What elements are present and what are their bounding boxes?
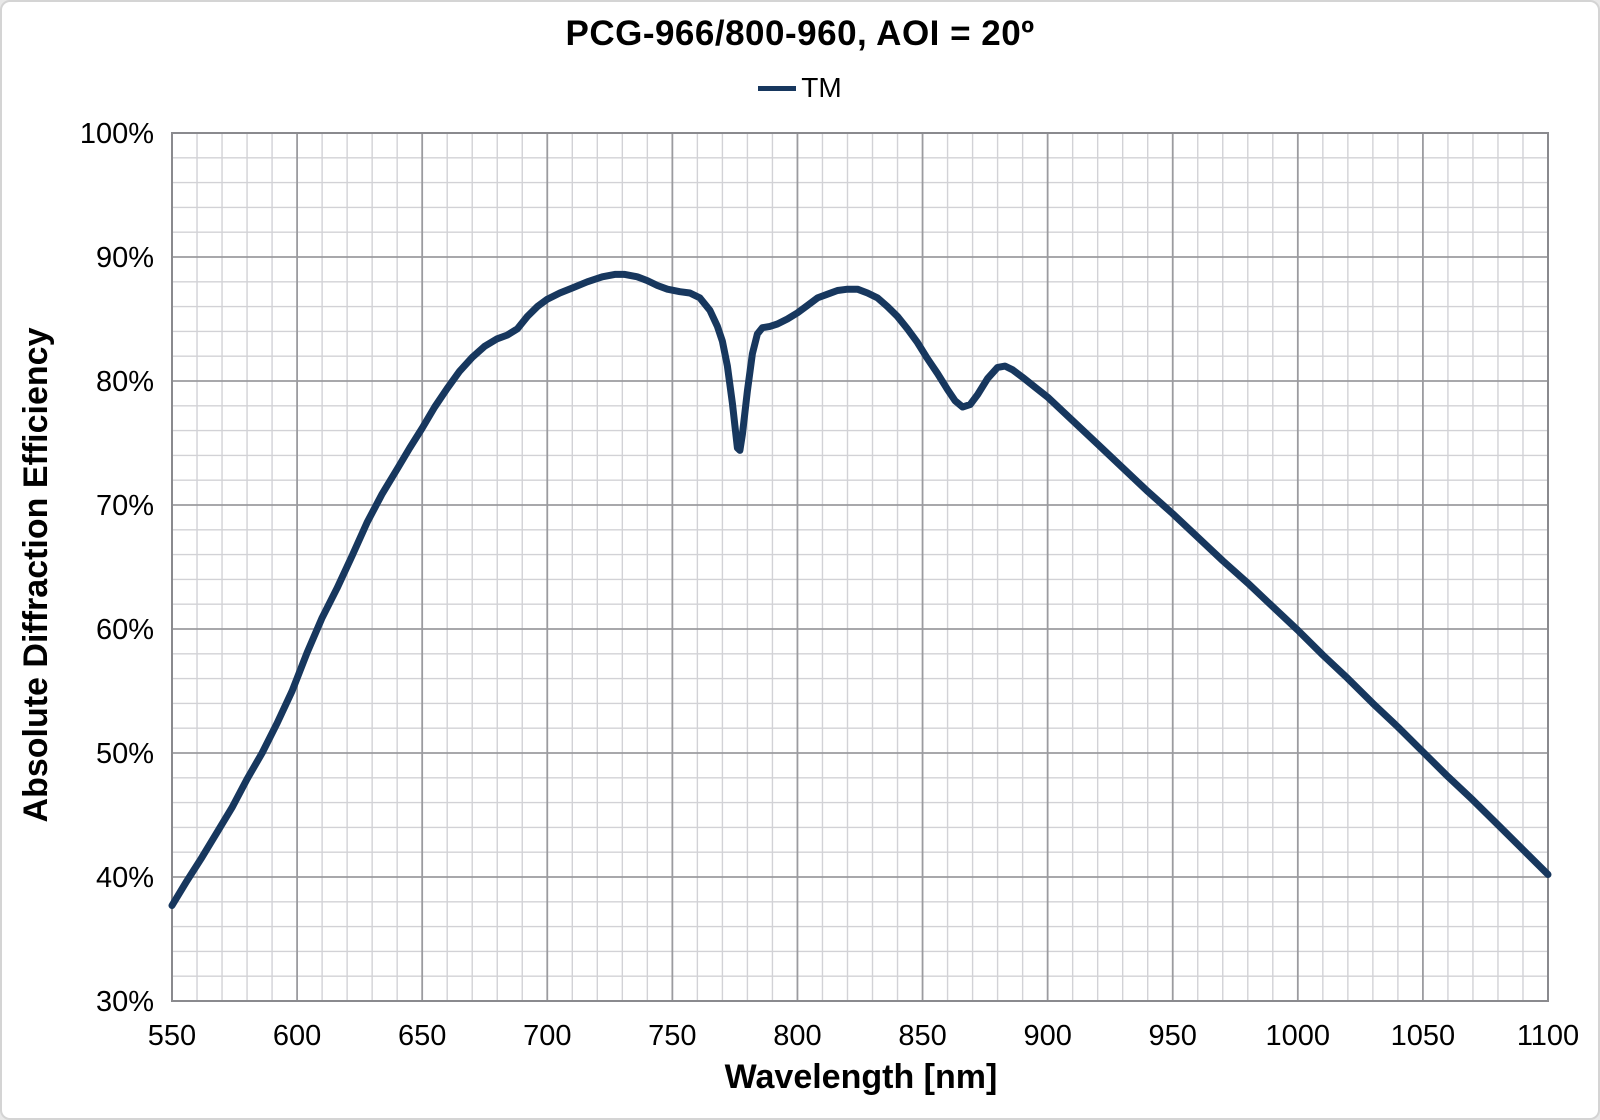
x-tick-label: 700 <box>523 1020 571 1052</box>
series-line-tm <box>168 270 1552 909</box>
x-tick-label: 600 <box>273 1020 321 1052</box>
legend: TM <box>2 72 1598 104</box>
legend-line-swatch-tm <box>758 85 797 91</box>
x-tick-label: 1100 <box>1517 1020 1579 1052</box>
x-tick-label: 1050 <box>1391 1020 1456 1052</box>
y-tick-label: 60% <box>96 614 154 646</box>
x-tick-label: 550 <box>148 1020 196 1052</box>
x-tick-label: 900 <box>1023 1020 1071 1052</box>
x-tick-label: 650 <box>398 1020 446 1052</box>
x-tick-label: 1000 <box>1266 1020 1331 1052</box>
x-tick-label: 800 <box>773 1020 821 1052</box>
y-tick-label: 80% <box>96 366 154 398</box>
x-axis-title: Wavelength [nm] <box>724 1058 998 1096</box>
y-tick-label: 40% <box>96 862 154 894</box>
x-tick-label: 950 <box>1149 1020 1197 1052</box>
x-tick-label: 750 <box>648 1020 696 1052</box>
y-tick-label: 100% <box>80 118 154 150</box>
y-tick-label: 50% <box>96 738 154 770</box>
chart-title: PCG-966/800-960, AOI = 20º <box>565 14 1035 53</box>
y-tick-label: 30% <box>96 986 154 1018</box>
plot-border <box>171 132 1549 1002</box>
y-tick-label: 70% <box>96 490 154 522</box>
y-tick-label: 90% <box>96 242 154 274</box>
legend-label-tm: TM <box>801 72 842 103</box>
x-tick-label: 850 <box>898 1020 946 1052</box>
